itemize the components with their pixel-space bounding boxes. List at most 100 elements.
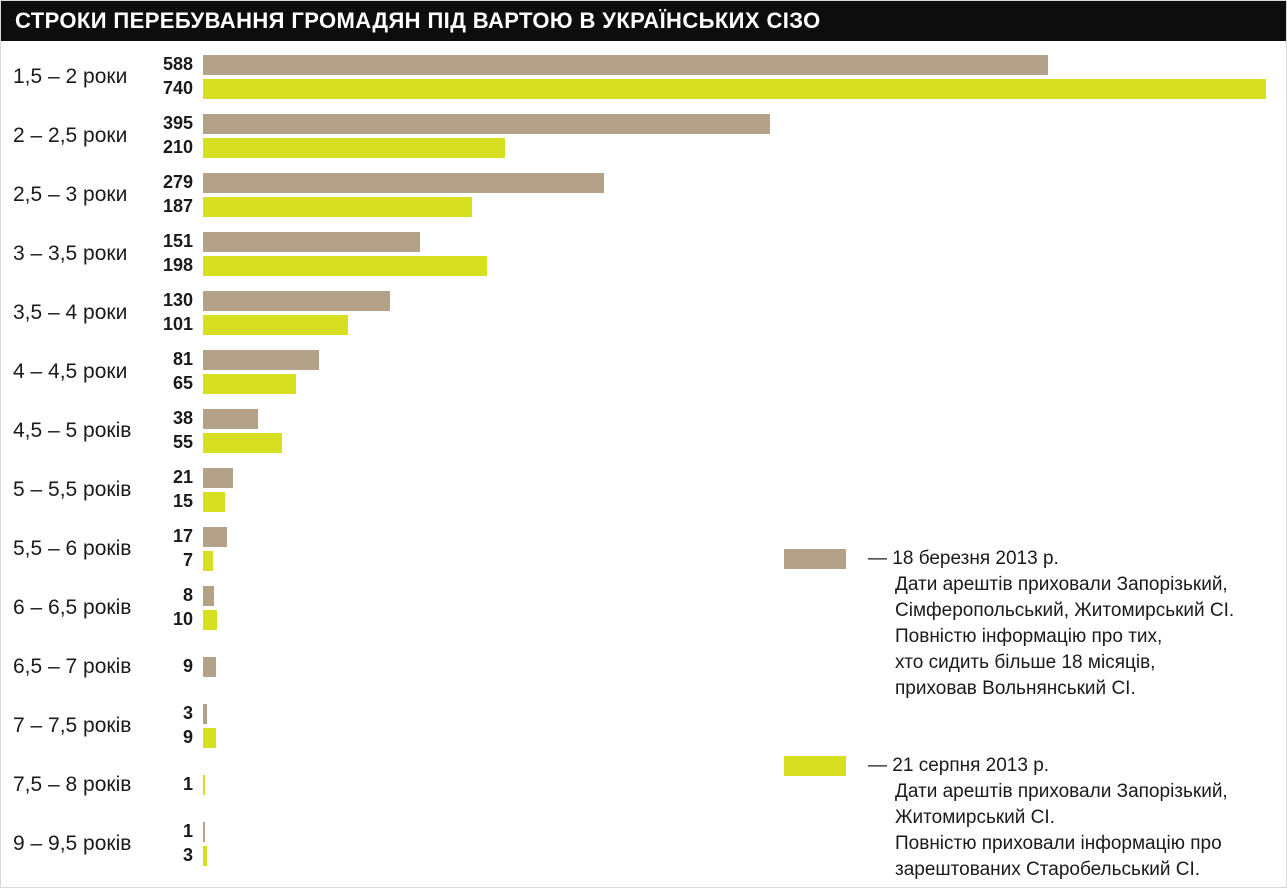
chart-row: 9 – 9,5 років 1 3 bbox=[1, 814, 1286, 873]
legend-note-line: Дати арештів приховали Запорізький, bbox=[895, 574, 1228, 595]
bar-march-2013 bbox=[203, 467, 234, 488]
bar-group: 395 210 bbox=[151, 113, 1266, 158]
value-label: 395 bbox=[162, 113, 193, 133]
bar-august-2013 bbox=[203, 314, 349, 335]
bar-track bbox=[203, 408, 1266, 429]
value-label: 187 bbox=[162, 196, 193, 216]
legend-note-line: приховав Вольнянський СІ. bbox=[895, 678, 1136, 699]
category-label: 9 – 9,5 років bbox=[13, 831, 132, 855]
bar-line: 9 bbox=[151, 656, 1266, 677]
value-label: 151 bbox=[162, 231, 193, 251]
value-label: 17 bbox=[172, 526, 193, 546]
bar-group: 151 198 bbox=[151, 231, 1266, 276]
bar-line: 130 bbox=[151, 290, 1266, 311]
bar-august-2013 bbox=[203, 727, 216, 748]
bar-august-2013 bbox=[203, 255, 488, 276]
value-label: 81 bbox=[172, 349, 193, 369]
bar-track bbox=[203, 137, 1266, 158]
chart-row: 5,5 – 6 років 17 7 bbox=[1, 519, 1286, 578]
category-label: 4,5 – 5 років bbox=[13, 418, 132, 442]
value-label: 3 bbox=[182, 845, 193, 865]
value-label: 210 bbox=[162, 137, 193, 157]
value-label: 130 bbox=[162, 290, 193, 310]
bar-track bbox=[203, 54, 1266, 75]
value-label: 198 bbox=[162, 255, 193, 275]
bar-line: 395 bbox=[151, 113, 1266, 134]
legend-date-march: — 18 березня 2013 р. bbox=[868, 548, 1059, 569]
value-label: 1 bbox=[182, 821, 193, 841]
chart-row: 3,5 – 4 роки 130 101 bbox=[1, 283, 1286, 342]
legend-swatch-march bbox=[784, 549, 846, 569]
value-label: 3 bbox=[182, 703, 193, 723]
value-label: 9 bbox=[182, 727, 193, 747]
bar-march-2013 bbox=[203, 526, 228, 547]
category-label: 2 – 2,5 роки bbox=[13, 123, 128, 147]
category-label: 2,5 – 3 роки bbox=[13, 182, 128, 206]
bar-line: 1 bbox=[151, 774, 1266, 795]
value-label: 21 bbox=[172, 467, 193, 487]
bar-track bbox=[203, 656, 1266, 677]
bar-line: 3 bbox=[151, 845, 1266, 866]
bar-group: 279 187 bbox=[151, 172, 1266, 217]
bar-track bbox=[203, 550, 1266, 571]
bar-track bbox=[203, 821, 1266, 842]
bar-march-2013 bbox=[203, 113, 771, 134]
bar-group: 8 10 bbox=[151, 585, 1266, 630]
page-title: СТРОКИ ПЕРЕБУВАННЯ ГРОМАДЯН ПІД ВАРТОЮ В… bbox=[15, 8, 821, 33]
legend-note-line: Дати арештів приховали Запорізький, bbox=[895, 781, 1228, 802]
bar-line: 21 bbox=[151, 467, 1266, 488]
bar-group: 38 55 bbox=[151, 408, 1266, 453]
bar-line: 38 bbox=[151, 408, 1266, 429]
bar-march-2013 bbox=[203, 703, 208, 724]
category-label: 7,5 – 8 років bbox=[13, 772, 132, 796]
bar-august-2013 bbox=[203, 137, 505, 158]
bar-track bbox=[203, 727, 1266, 748]
bar-line: 1 bbox=[151, 821, 1266, 842]
category-label: 3,5 – 4 роки bbox=[13, 300, 128, 324]
legend-note-line: Повністю інформацію про тих, bbox=[895, 626, 1163, 647]
legend-note-line: Повністю приховали інформацію про bbox=[895, 833, 1222, 854]
bar-group: 1 bbox=[151, 774, 1266, 795]
chart-row: 6,5 – 7 років 9 bbox=[1, 637, 1286, 696]
value-label: 279 bbox=[162, 172, 193, 192]
bar-line: 740 bbox=[151, 78, 1266, 99]
value-label: 588 bbox=[162, 54, 193, 74]
chart-row: 5 – 5,5 років 21 15 bbox=[1, 460, 1286, 519]
bar-august-2013 bbox=[203, 609, 218, 630]
bar-track bbox=[203, 703, 1266, 724]
bar-line: 8 bbox=[151, 585, 1266, 606]
category-label: 4 – 4,5 роки bbox=[13, 359, 128, 383]
chart-row: 4 – 4,5 роки 81 65 bbox=[1, 342, 1286, 401]
bar-track bbox=[203, 172, 1266, 193]
category-label: 7 – 7,5 років bbox=[13, 713, 132, 737]
value-label: 8 bbox=[182, 585, 193, 605]
value-label: 55 bbox=[172, 432, 193, 452]
category-label: 6,5 – 7 років bbox=[13, 654, 132, 678]
category-label: 6 – 6,5 років bbox=[13, 595, 132, 619]
bar-track bbox=[203, 491, 1266, 512]
bar-august-2013 bbox=[203, 78, 1266, 99]
bar-line: 81 bbox=[151, 349, 1266, 370]
chart-rows: 1,5 – 2 роки 588 740 2 – 2,5 роки 395 210 2,5 … bbox=[1, 47, 1286, 873]
bar-track bbox=[203, 290, 1266, 311]
bar-track bbox=[203, 467, 1266, 488]
category-label: 1,5 – 2 роки bbox=[13, 64, 128, 88]
bar-track bbox=[203, 845, 1266, 866]
chart-row: 7,5 – 8 років 1 bbox=[1, 755, 1286, 814]
bar-track bbox=[203, 231, 1266, 252]
bar-track bbox=[203, 609, 1266, 630]
value-label: 65 bbox=[172, 373, 193, 393]
chart-row: 4,5 – 5 років 38 55 bbox=[1, 401, 1286, 460]
legend-august: — 21 серпня 2013 р. Дати арештів прихова… bbox=[784, 753, 1264, 883]
category-label: 3 – 3,5 роки bbox=[13, 241, 128, 265]
title-bar: СТРОКИ ПЕРЕБУВАННЯ ГРОМАДЯН ПІД ВАРТОЮ В… bbox=[1, 1, 1286, 41]
value-label: 7 bbox=[182, 550, 193, 570]
bar-march-2013 bbox=[203, 231, 420, 252]
legend-note-line: Житомирський СІ. bbox=[895, 807, 1055, 828]
bar-line: 3 bbox=[151, 703, 1266, 724]
bar-august-2013 bbox=[203, 550, 214, 571]
bar-august-2013 bbox=[203, 373, 297, 394]
bar-line: 588 bbox=[151, 54, 1266, 75]
